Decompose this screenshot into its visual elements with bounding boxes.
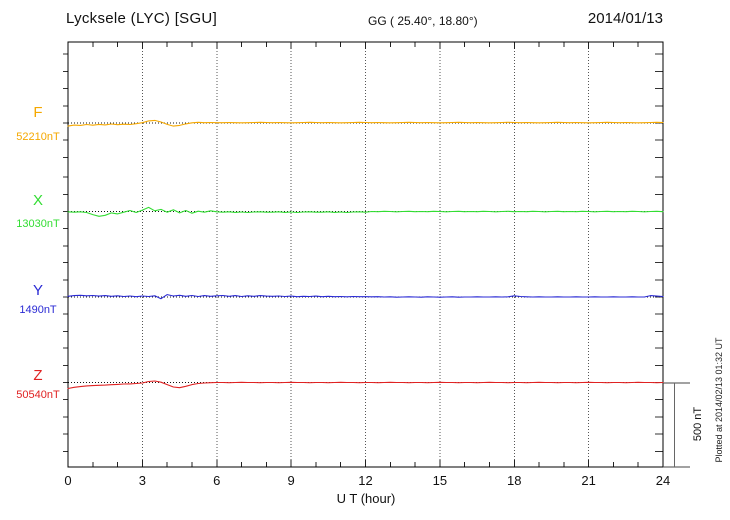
x-tick-label-18: 18 (507, 473, 522, 488)
station-title: Lycksele (LYC) [SGU] (66, 10, 218, 27)
channel-label-y: Y (32, 282, 43, 299)
channel-value-y: 1490nT (19, 304, 57, 316)
x-tick-label-6: 6 (213, 473, 221, 488)
plotted-timestamp-note: Plotted at 2014/02/13 01:32 UT (714, 337, 724, 463)
scale-bar-label: 500 nT (692, 406, 704, 442)
trace-z (67, 380, 664, 390)
channel-label-f: F (33, 104, 43, 121)
channel-label-x: X (32, 192, 43, 209)
x-axis-title: U T (hour) (336, 491, 396, 506)
trace-f (67, 119, 664, 127)
channel-value-f: 52210nT (16, 131, 60, 143)
plot-date: 2014/01/13 (587, 10, 663, 27)
trace-y (67, 294, 664, 300)
channel-value-z: 50540nT (16, 389, 60, 401)
x-tick-label-3: 3 (138, 473, 146, 488)
x-tick-label-15: 15 (432, 473, 448, 488)
x-tick-label-24: 24 (655, 473, 671, 488)
channel-label-z: Z (33, 367, 43, 384)
x-tick-label-12: 12 (358, 473, 373, 488)
x-tick-label-21: 21 (581, 473, 596, 488)
geo-coordinates: GG ( 25.40°, 18.80°) (368, 14, 478, 28)
channel-value-x: 13030nT (16, 218, 60, 230)
trace-x (67, 206, 664, 217)
x-tick-label-0: 0 (64, 473, 72, 488)
x-tick-label-9: 9 (287, 473, 295, 488)
